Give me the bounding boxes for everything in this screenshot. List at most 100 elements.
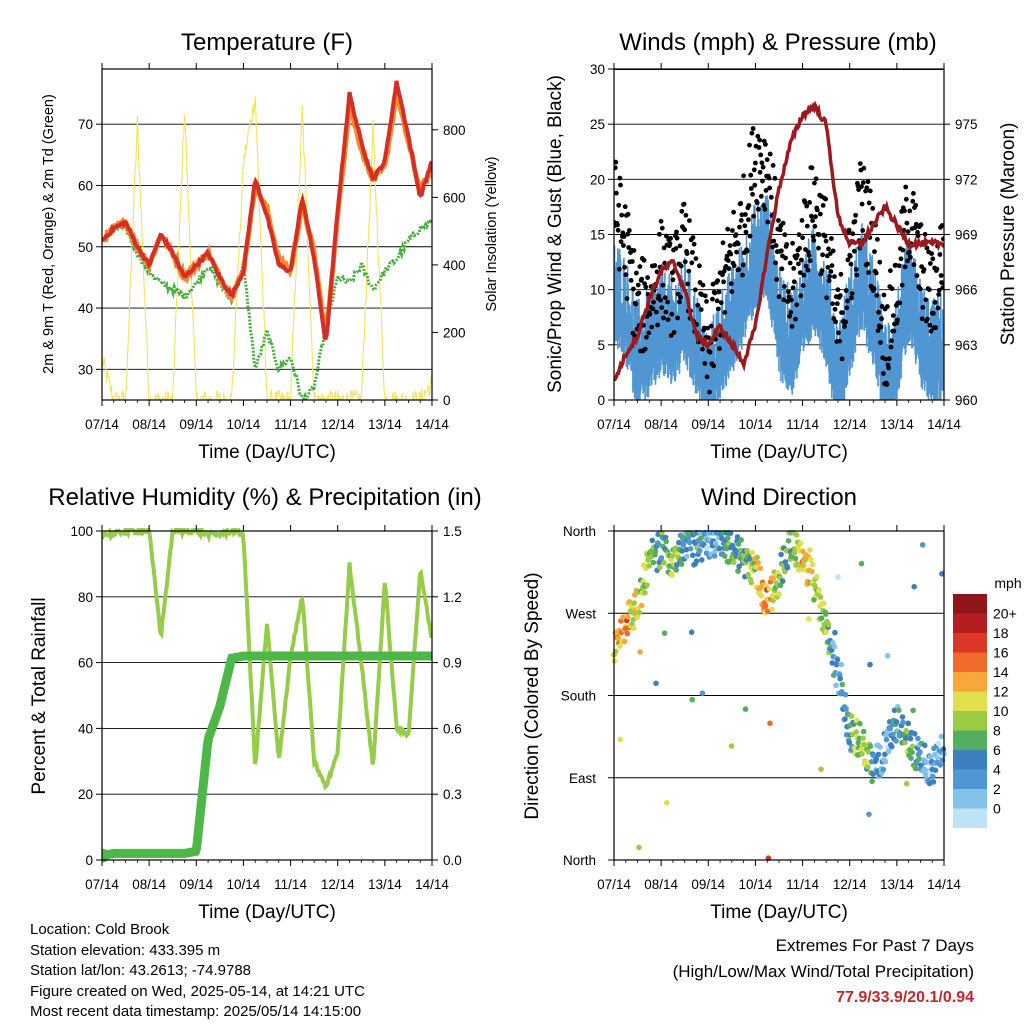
direction-point <box>866 811 872 818</box>
direction-point <box>699 557 705 563</box>
direction-xlabel: Time (Day/UTC) <box>710 902 848 923</box>
gust-point <box>621 234 627 239</box>
gust-point <box>631 248 637 253</box>
gust-point <box>708 323 714 329</box>
gust-point <box>761 203 767 208</box>
direction-point <box>793 532 800 538</box>
gust-point <box>819 268 825 274</box>
gust-point <box>665 317 671 322</box>
gust-point <box>678 294 683 300</box>
winds-xtick-label: 12/14 <box>833 417 867 432</box>
direction-point <box>885 748 892 755</box>
gust-point <box>643 284 649 290</box>
legend-color-swatch <box>953 769 987 789</box>
direction-point <box>754 554 760 561</box>
temperature-xtick-label: 13/14 <box>368 417 402 432</box>
humidity-ylabel-left: Percent & Total Rainfall <box>29 597 50 794</box>
direction-point <box>782 559 789 565</box>
direction-point <box>669 553 676 559</box>
legend-title: mph <box>994 575 1021 591</box>
gust-point <box>656 293 662 299</box>
gust-point <box>830 301 835 307</box>
gust-point <box>675 315 680 321</box>
gust-point <box>802 199 808 205</box>
gust-point <box>899 282 905 288</box>
direction-point <box>735 568 741 574</box>
gust-point <box>880 371 886 376</box>
gust-point <box>890 313 896 318</box>
gust-point <box>805 267 811 273</box>
gust-point <box>665 299 670 305</box>
legend-color-swatch <box>953 652 987 672</box>
gust-point <box>664 233 669 239</box>
gust-point <box>730 228 735 233</box>
gust-point <box>842 324 847 329</box>
direction-point <box>615 635 622 642</box>
gust-point <box>711 363 716 369</box>
direction-point <box>839 681 846 688</box>
gust-point <box>923 297 929 303</box>
direction-point <box>818 615 825 621</box>
gust-point <box>728 281 734 287</box>
direction-point <box>688 629 695 635</box>
direction-point <box>669 572 675 578</box>
gust-point <box>731 209 736 215</box>
legend-label: 18 <box>993 625 1009 641</box>
temperature-ytick-label: 50 <box>78 240 93 255</box>
gust-point <box>721 279 726 285</box>
direction-gridlines <box>614 612 944 779</box>
gust-point <box>930 256 936 262</box>
gust-point <box>856 187 861 193</box>
gust-point <box>621 243 626 248</box>
legend-color-swatch <box>953 691 987 711</box>
gust-point <box>767 185 772 191</box>
direction-xtick-label: 07/14 <box>597 877 631 892</box>
gust-point <box>878 340 883 345</box>
gust-point <box>911 262 917 268</box>
gust-point <box>826 278 832 284</box>
gust-point <box>716 289 722 295</box>
gust-point <box>639 276 645 282</box>
gust-point <box>687 218 692 224</box>
gust-point <box>728 251 734 257</box>
winds-ytick-label-right: 972 <box>955 172 978 187</box>
direction-point <box>637 649 643 655</box>
gust-point <box>870 206 876 211</box>
direction-xtick-label: 11/14 <box>786 877 819 892</box>
temperature-ytick-label-right: 400 <box>443 258 466 273</box>
gust-point <box>631 286 636 292</box>
direction-xtick-label: 13/14 <box>880 877 914 892</box>
direction-point <box>833 682 839 689</box>
gust-point <box>760 178 765 184</box>
gust-point <box>871 285 877 291</box>
gust-point <box>779 248 784 254</box>
gust-point <box>642 346 648 352</box>
humidity-title: Relative Humidity (%) & Precipitation (i… <box>48 484 481 511</box>
direction-point <box>913 765 919 772</box>
gust-point <box>635 282 641 288</box>
gust-point <box>810 234 816 240</box>
gust-point <box>790 285 796 291</box>
gust-point <box>902 264 908 270</box>
gust-point <box>938 273 944 278</box>
wind-speed-trace <box>614 195 944 400</box>
gust-point <box>674 229 679 235</box>
direction-point <box>873 756 880 762</box>
direction-point <box>837 675 843 682</box>
gust-point <box>777 227 783 233</box>
gust-point <box>906 249 912 255</box>
extremes-values: 77.9/33.9/20.1/0.94 <box>836 989 974 1006</box>
direction-point <box>690 552 696 559</box>
gust-point <box>751 167 757 173</box>
gust-point <box>649 324 655 330</box>
humidity-group <box>102 528 432 863</box>
speed-color-legend: mph 0 2 4 6 8 10 12 14 16 18 20+ <box>953 575 1022 828</box>
gust-point <box>622 264 627 270</box>
gust-point <box>729 289 735 295</box>
temperature-xtick-label: 14/14 <box>415 417 449 432</box>
direction-point <box>893 738 899 744</box>
gust-point <box>721 268 727 274</box>
gust-point <box>797 245 802 251</box>
gust-point <box>837 293 843 298</box>
gust-point <box>839 356 845 362</box>
